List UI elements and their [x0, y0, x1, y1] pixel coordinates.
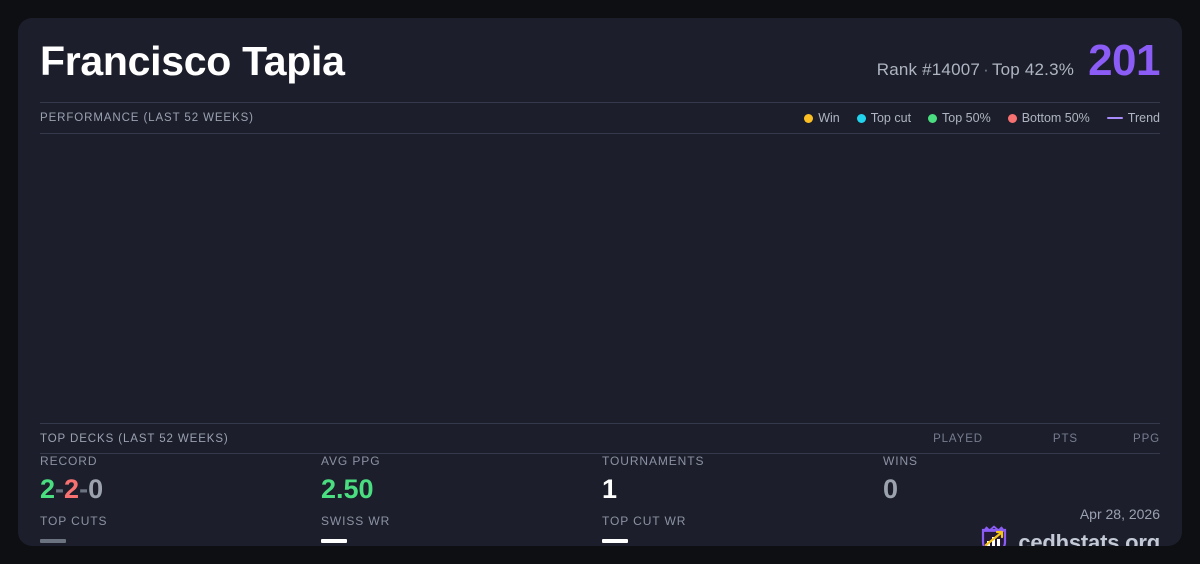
column-header-ppg: PPG: [1133, 432, 1160, 445]
divider-topdecks-top: [40, 423, 1160, 424]
legend-line-icon: [1106, 116, 1123, 120]
legend-item-bottom-50[interactable]: Bottom 50%: [1007, 111, 1090, 125]
stat-wins: WINS 0: [883, 455, 1143, 515]
legend-item-trend[interactable]: Trend: [1106, 111, 1160, 125]
rank-separator: ·: [983, 60, 989, 79]
top-percent: Top 42.3%: [991, 60, 1075, 79]
legend-dot-icon: [804, 113, 814, 123]
stat-value: 2-2-0: [40, 476, 300, 503]
legend-label: Bottom 50%: [1021, 111, 1090, 125]
stat-sub-label: TOP CUTS: [40, 514, 108, 528]
legend-label: Top 50%: [942, 111, 991, 125]
divider-performance-top: [40, 102, 1160, 103]
legend-item-top-cut[interactable]: Top cut: [856, 111, 912, 125]
performance-bar: PERFORMANCE (LAST 52 WEEKS) Win Top cut To…: [40, 103, 1160, 133]
legend-label: Trend: [1127, 111, 1160, 125]
stat-tournaments: TOURNAMENTS 1 TOP CUT WR: [602, 455, 862, 543]
performance-chart[interactable]: [40, 134, 1160, 420]
rank-label: Rank #14007: [876, 60, 981, 79]
legend-dot-icon: [928, 113, 938, 123]
stats-grid: RECORD 2-2-0 TOP CUTS AVG PPG 2.50 SWISS WR TO…: [40, 455, 1160, 543]
stat-value: 0: [883, 474, 899, 504]
legend-dot-icon: [856, 113, 866, 123]
page-title: Francisco Tapia: [40, 37, 345, 84]
stat-label: RECORD: [40, 454, 98, 468]
player-stats-card: Francisco Tapia Rank #14007 · Top 42.3% 20…: [18, 18, 1182, 546]
performance-section-label: PERFORMANCE (LAST 52 WEEKS): [40, 112, 254, 124]
stat-label: AVG PPG: [321, 454, 381, 468]
stat-sub-value-empty-dash: [321, 539, 347, 543]
score-value: 201: [1088, 36, 1160, 85]
top-decks-columns: PLAYED PTS PPG: [863, 433, 1160, 445]
stat-value: 2.50: [321, 474, 374, 504]
record-part: -: [79, 474, 89, 504]
cedhstats-shield-logo-icon: [979, 524, 1009, 546]
record-part: -: [55, 474, 65, 504]
legend-dot-icon: [1007, 113, 1017, 123]
top-decks-bar: TOP DECKS (LAST 52 WEEKS) PLAYED PTS PPG: [40, 424, 1160, 453]
rank-meta: Rank #14007 · Top 42.3%: [877, 60, 1074, 80]
stat-record: RECORD 2-2-0 TOP CUTS: [40, 455, 300, 543]
stat-avg-ppg: AVG PPG 2.50 SWISS WR: [321, 455, 581, 543]
stat-label: TOURNAMENTS: [602, 454, 705, 468]
stat-sub-label: TOP CUT WR: [602, 514, 687, 528]
stat-sub-label: SWISS WR: [321, 514, 391, 528]
record-part: 2: [64, 474, 80, 504]
legend-label: Win: [818, 111, 840, 125]
rank-block: Rank #14007 · Top 42.3% 201: [877, 36, 1161, 85]
column-header-played: PLAYED: [933, 432, 983, 445]
chart-legend: Win Top cut Top 50% Bottom 50% Trend: [804, 111, 1160, 125]
legend-label: Top cut: [870, 111, 912, 125]
top-decks-section-label: TOP DECKS (LAST 52 WEEKS): [40, 432, 229, 445]
legend-item-win[interactable]: Win: [804, 111, 840, 125]
column-header-pts: PTS: [1052, 432, 1078, 445]
brand-footer: cedhstats.org: [979, 524, 1160, 546]
card-header: Francisco Tapia Rank #14007 · Top 42.3% 20…: [40, 30, 1160, 92]
legend-item-top-50[interactable]: Top 50%: [928, 111, 991, 125]
record-part: 2: [40, 474, 56, 504]
stat-sub-value-empty-dash: [40, 539, 66, 543]
stat-sub-value-empty-dash: [602, 539, 628, 543]
stat-label: WINS: [883, 454, 918, 468]
stat-value: 1: [602, 474, 618, 504]
record-part: 0: [88, 474, 104, 504]
snapshot-date: Apr 28, 2026: [1079, 506, 1160, 522]
divider-performance-bottom: [40, 133, 1160, 134]
divider-topdecks-bottom: [40, 453, 1160, 454]
brand-name: cedhstats.org: [1018, 529, 1160, 547]
